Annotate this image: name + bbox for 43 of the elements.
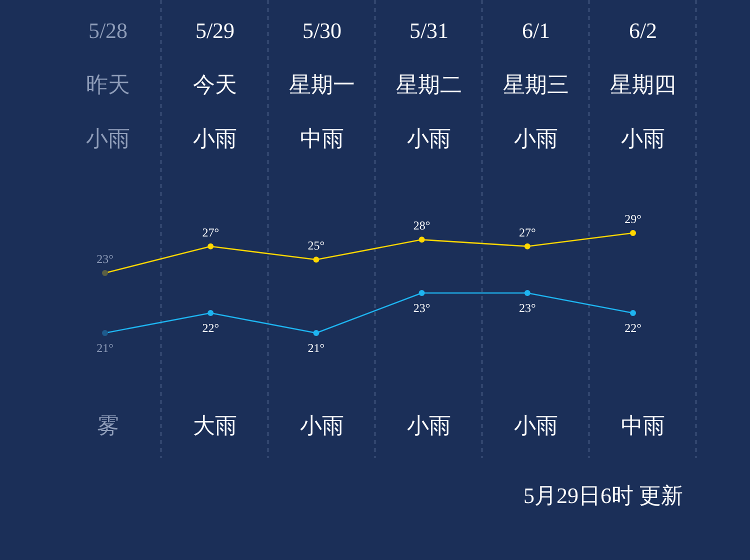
data-label: 21°	[96, 341, 114, 355]
data-label: 25°	[308, 238, 325, 253]
data-label: 29°	[624, 212, 642, 226]
data-label: 28°	[413, 218, 430, 233]
text: 星期二	[396, 72, 462, 97]
text: 中雨	[621, 413, 665, 438]
text: 星期三	[503, 72, 569, 97]
data-label: 27°	[518, 225, 536, 240]
text: 中雨	[300, 126, 344, 151]
data-label: 23°	[518, 301, 536, 315]
x-tick-label: 6/1	[522, 18, 550, 43]
text: 昨天	[86, 72, 130, 97]
text: 今天	[193, 72, 237, 97]
x-tick-label: 5/29	[195, 18, 235, 43]
text: 大雨	[193, 413, 237, 438]
text: 小雨	[86, 126, 130, 151]
point	[208, 243, 214, 250]
point	[524, 243, 530, 250]
x-tick-label: 5/30	[302, 18, 342, 43]
x-tick-label: 5/31	[409, 18, 449, 43]
text: 小雨	[407, 126, 451, 151]
point	[418, 236, 425, 243]
point	[102, 270, 108, 276]
text: 小雨	[514, 126, 558, 151]
text: 5月29日6时 更新	[524, 483, 683, 508]
text: 小雨	[621, 126, 665, 151]
point	[313, 256, 320, 263]
data-label: 23°	[96, 252, 114, 266]
data-label: 21°	[308, 341, 325, 355]
x-tick-label: 6/2	[628, 18, 658, 43]
text: 雾	[97, 413, 119, 438]
point	[630, 230, 636, 236]
x-tick-label: 5/28	[88, 18, 128, 43]
data-label: 22°	[202, 321, 220, 335]
data-label: 22°	[624, 321, 642, 335]
text: 小雨	[193, 126, 237, 151]
text: 小雨	[407, 413, 451, 438]
data-label: 27°	[202, 225, 220, 240]
text: 小雨	[514, 413, 558, 438]
text: 星期四	[610, 72, 676, 97]
text: 小雨	[300, 413, 344, 438]
data-label: 23°	[413, 301, 430, 315]
text: 星期一	[289, 72, 355, 97]
